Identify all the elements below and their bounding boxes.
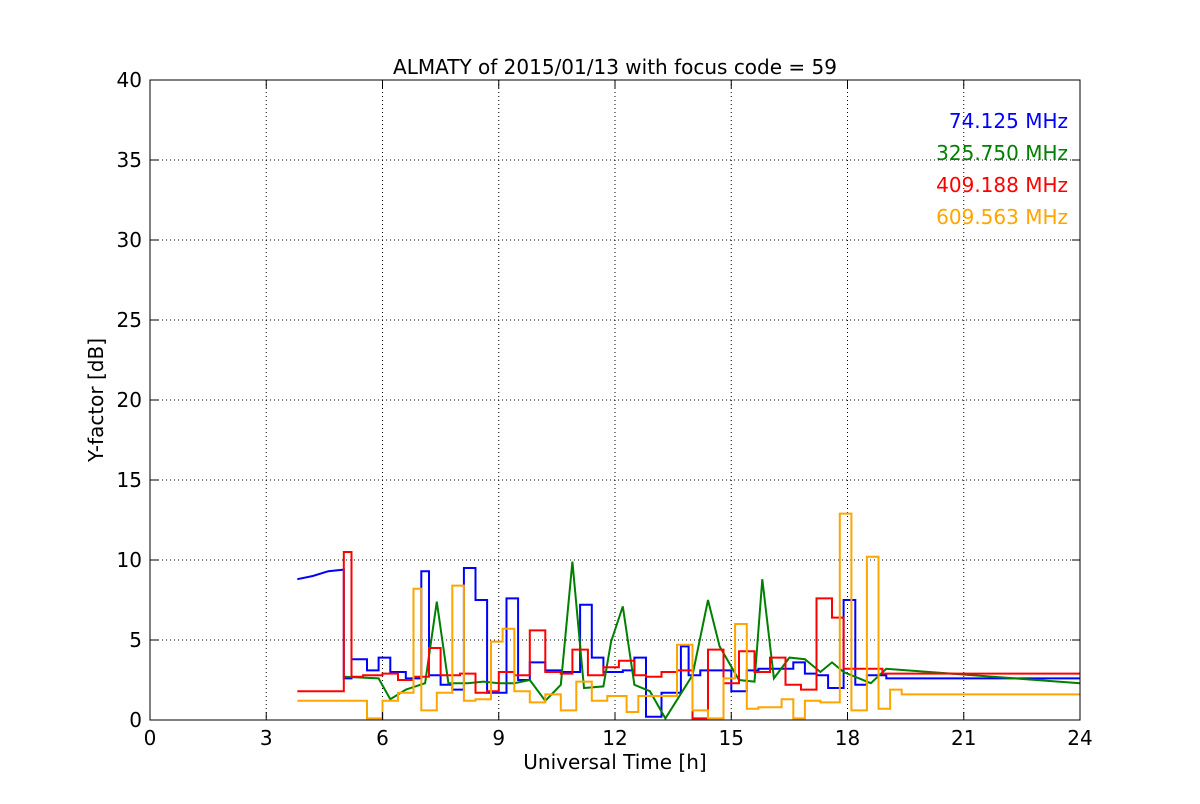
y-tick-label: 40 bbox=[117, 68, 142, 92]
x-tick-label: 21 bbox=[951, 726, 976, 750]
axis-ticks: 0 3 6 9 12 15 18 21 24 0 5 10 15 20 25 30 35 40 bbox=[117, 68, 1093, 750]
series-line-3 bbox=[297, 512, 1080, 720]
series-line-0 bbox=[297, 567, 1080, 718]
x-axis-label: Universal Time [h] bbox=[523, 750, 706, 774]
x-tick-label: 18 bbox=[835, 726, 860, 750]
legend: 74.125 MHz 325.750 MHz 409.188 MHz 609.563 … bbox=[936, 109, 1068, 229]
x-tick-label: 12 bbox=[602, 726, 627, 750]
x-tick-label: 3 bbox=[260, 726, 273, 750]
x-tick-label: 6 bbox=[376, 726, 389, 750]
series-line-2 bbox=[297, 551, 1080, 720]
x-tick-label: 9 bbox=[492, 726, 505, 750]
chart-title: ALMATY of 2015/01/13 with focus code = 5… bbox=[393, 55, 837, 79]
y-tick-label: 10 bbox=[117, 548, 142, 572]
series-lines bbox=[297, 512, 1081, 721]
x-tick-label: 15 bbox=[719, 726, 744, 750]
y-tick-label: 35 bbox=[117, 148, 142, 172]
y-tick-label: 25 bbox=[117, 308, 142, 332]
y-tick-label: 15 bbox=[117, 468, 142, 492]
legend-entry: 609.563 MHz bbox=[936, 205, 1068, 229]
y-tick-label: 20 bbox=[117, 388, 142, 412]
legend-entry: 74.125 MHz bbox=[949, 109, 1068, 133]
legend-entry: 325.750 MHz bbox=[936, 141, 1068, 165]
x-tick-label: 24 bbox=[1067, 726, 1092, 750]
y-tick-label: 30 bbox=[117, 228, 142, 252]
series-line-1 bbox=[343, 561, 1081, 721]
legend-entry: 409.188 MHz bbox=[936, 173, 1068, 197]
y-tick-label: 0 bbox=[129, 708, 142, 732]
y-tick-label: 5 bbox=[129, 628, 142, 652]
y-axis-label: Y-factor [dB] bbox=[84, 338, 108, 463]
x-tick-label: 0 bbox=[144, 726, 157, 750]
